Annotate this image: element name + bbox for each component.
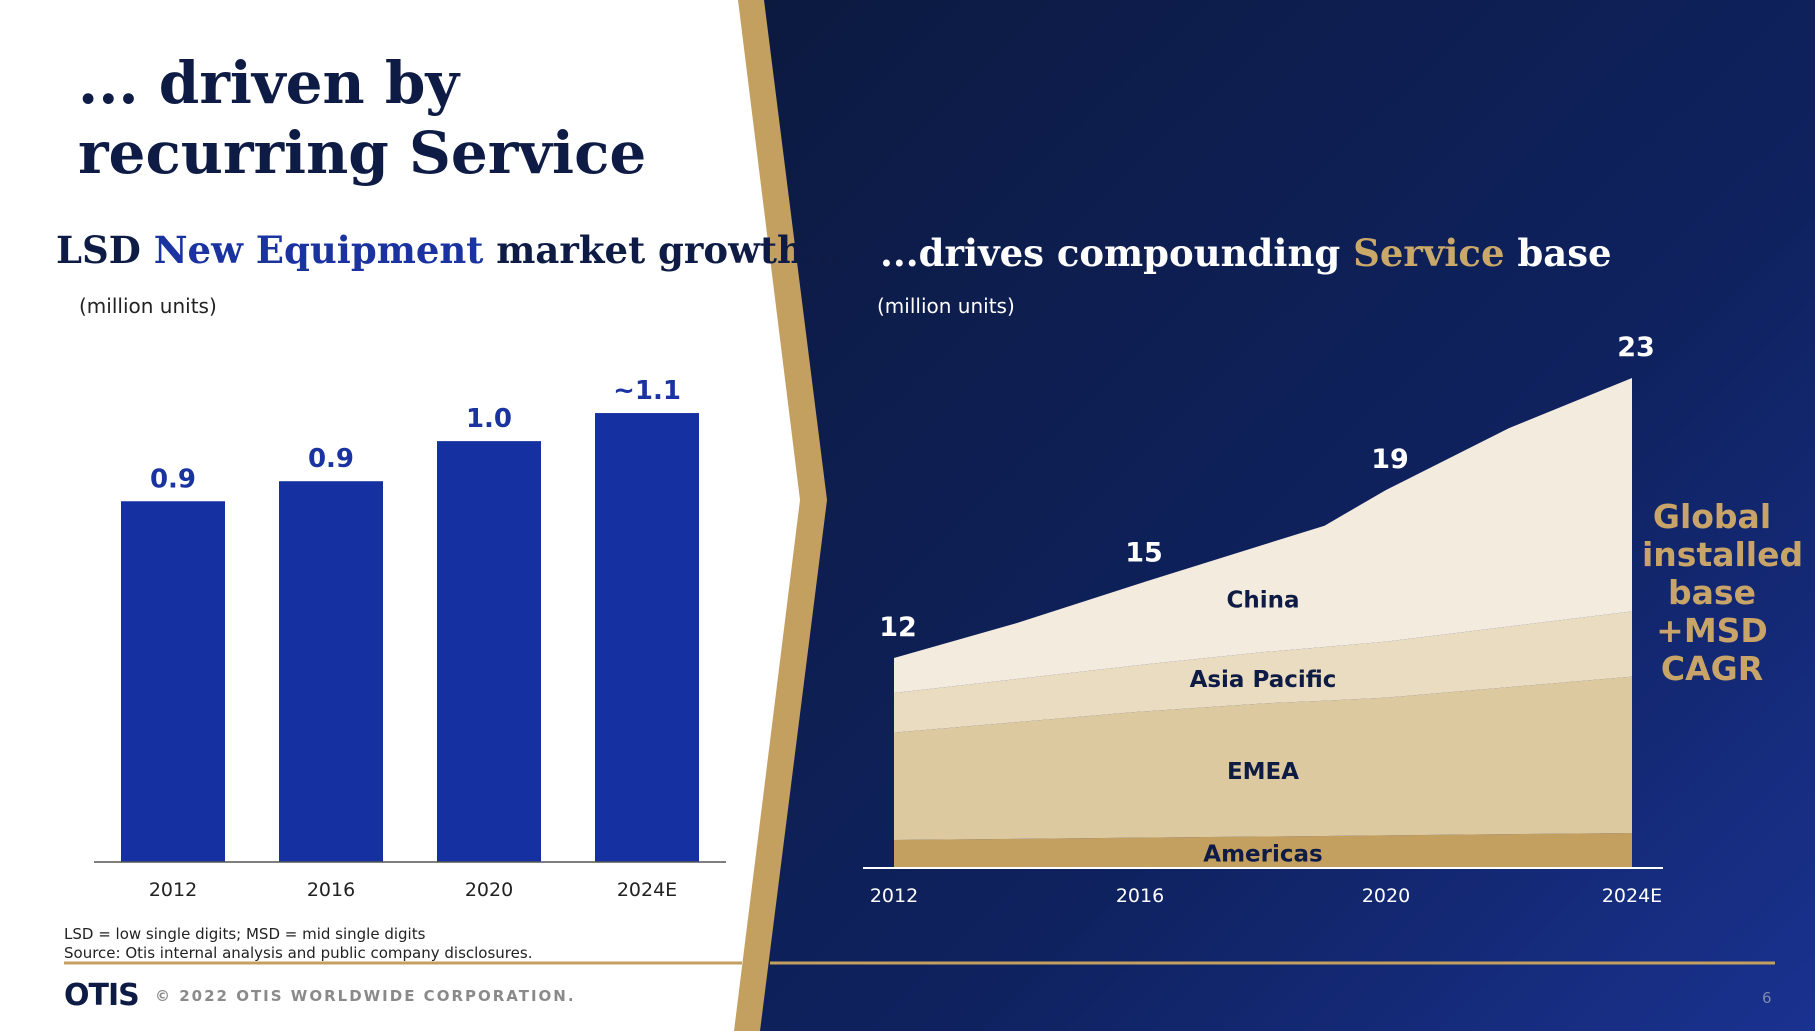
copyright-text: © 2022 OTIS WORLDWIDE CORPORATION. <box>155 987 576 1005</box>
global-installed-base-callout: Global installed base +MSD CAGR <box>1642 497 1804 688</box>
left-chart-heading: LSD New Equipment market growth... <box>56 228 843 272</box>
footnote-source: Source: Otis internal analysis and publi… <box>64 944 533 962</box>
area-x-tick-label: 2016 <box>1116 885 1164 907</box>
service-base-area-chart: Americas EMEA Asia Pacific China 2012 2016 202… <box>870 332 1662 907</box>
footnotes: LSD = low single digits; MSD = mid singl… <box>64 925 532 963</box>
left-heading-prefix: LSD <box>56 228 154 272</box>
area-series-label: Asia Pacific <box>1190 667 1337 693</box>
bar-2020 <box>437 441 541 862</box>
right-heading-prefix: ...drives compounding <box>880 231 1354 275</box>
bar-data-label: 1.0 <box>466 404 512 434</box>
bar-data-label: 0.9 <box>150 464 196 494</box>
right-chart-heading: ...drives compounding Service base <box>880 231 1612 275</box>
area-series-americas <box>894 833 1632 868</box>
bar-2024E <box>595 413 699 862</box>
area-x-tick-label: 2020 <box>1362 885 1410 907</box>
right-heading-suffix: base <box>1504 231 1612 275</box>
bar-x-tick-label: 2024E <box>617 879 677 901</box>
bar-2016 <box>279 481 383 862</box>
area-x-tick-label: 2024E <box>1602 885 1662 907</box>
area-series-asia-pacific <box>894 611 1632 733</box>
bar-data-label: 0.9 <box>308 444 354 474</box>
area-total-label: 12 <box>879 612 917 643</box>
area-series-label: China <box>1226 588 1299 614</box>
otis-logo: OTIS <box>64 978 140 1013</box>
bar-2012 <box>121 501 225 862</box>
new-equipment-bar-chart: 0.9 2012 0.9 2016 1.0 2020 ~1.1 2024E <box>94 376 726 901</box>
bar-data-label: ~1.1 <box>613 376 681 406</box>
area-total-label: 23 <box>1617 332 1655 363</box>
left-heading-suffix: market growth... <box>483 228 843 272</box>
area-series-china <box>894 378 1632 693</box>
left-heading-highlight: New Equipment <box>153 228 484 272</box>
bar-x-tick-label: 2012 <box>149 879 197 901</box>
area-total-label: 15 <box>1125 537 1163 568</box>
area-series-label: EMEA <box>1227 759 1299 785</box>
right-heading-highlight: Service <box>1353 231 1505 275</box>
footnote-abbreviations: LSD = low single digits; MSD = mid singl… <box>64 925 426 943</box>
area-total-label: 19 <box>1371 444 1409 475</box>
page-title: ... driven by recurring Service <box>78 49 647 187</box>
right-chart-unit: (million units) <box>877 294 1015 318</box>
page-number: 6 <box>1762 989 1772 1007</box>
bar-x-tick-label: 2016 <box>307 879 355 901</box>
bar-x-tick-label: 2020 <box>465 879 513 901</box>
left-chart-unit: (million units) <box>79 294 217 318</box>
area-series-emea <box>894 676 1632 840</box>
area-x-tick-label: 2012 <box>870 885 918 907</box>
area-series-label: Americas <box>1203 841 1322 867</box>
